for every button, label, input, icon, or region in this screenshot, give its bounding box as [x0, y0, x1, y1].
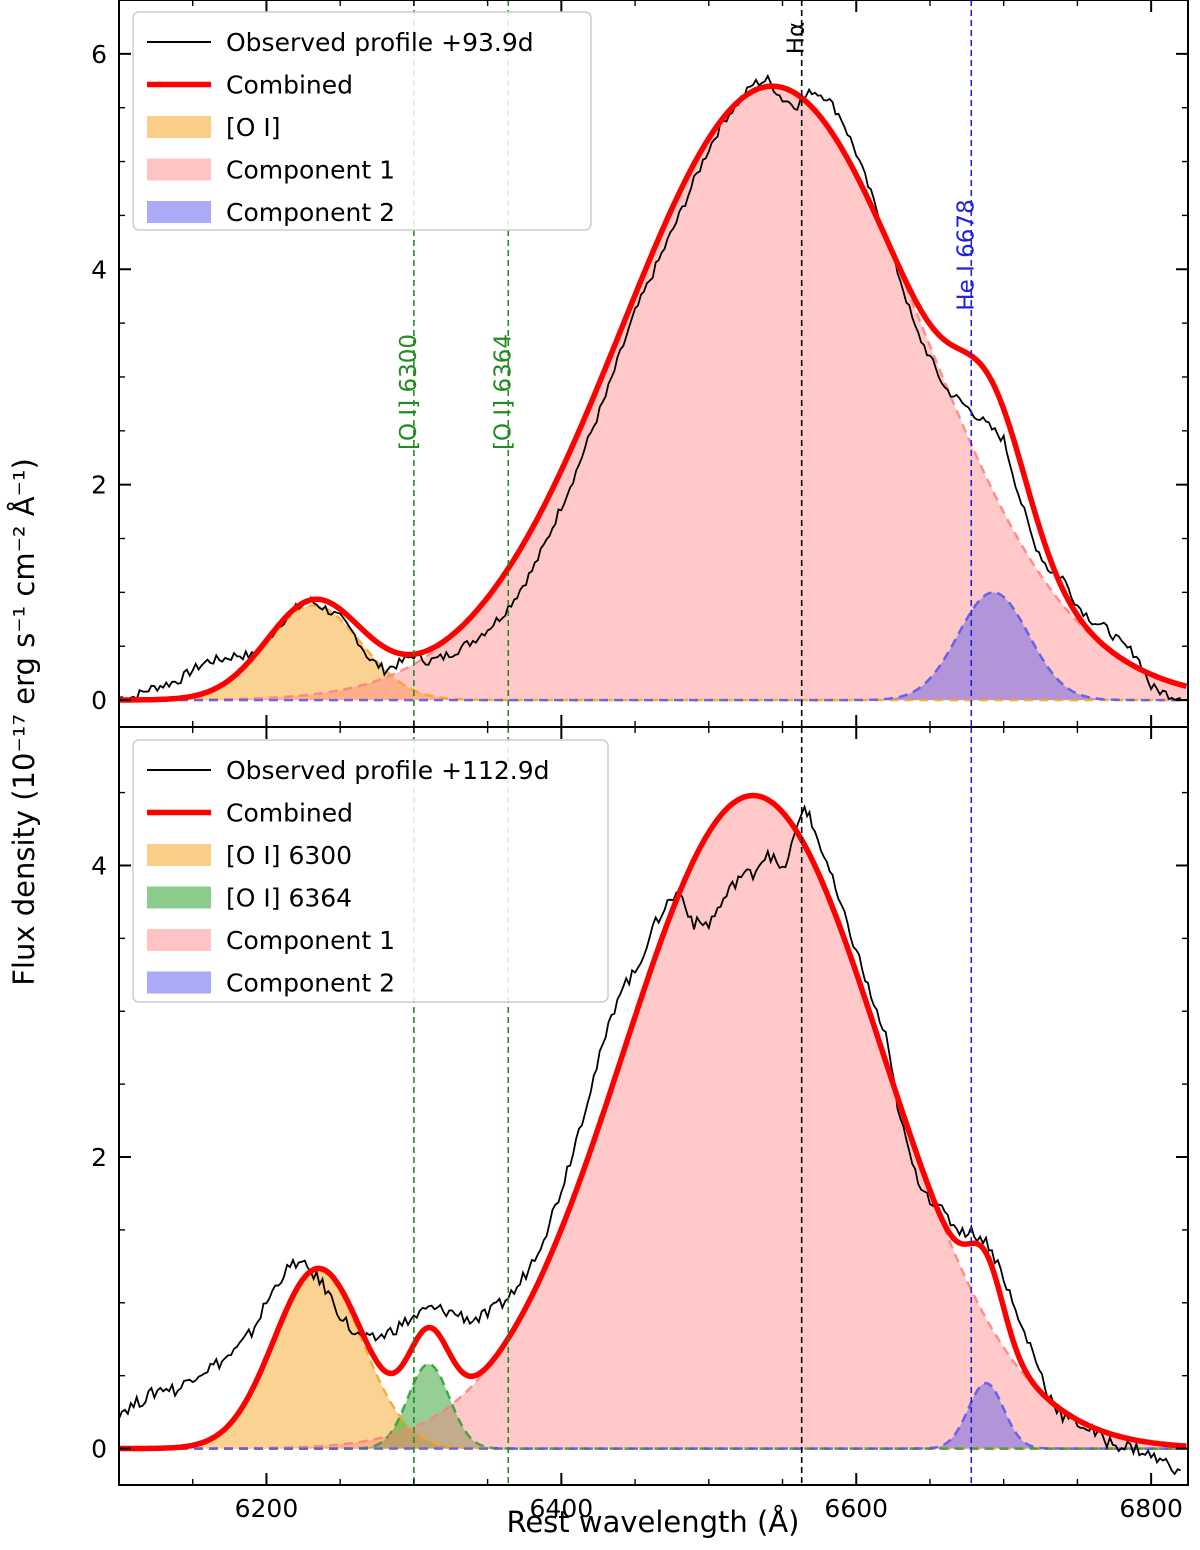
legend-swatch-oi — [147, 116, 211, 138]
legend-box — [132, 11, 592, 231]
component-fill-oi — [119, 605, 1187, 701]
panel-top-93.9d: [O I] 6300 [O I] 6364 Hα He I 6678 0 2 4 6 Obser… — [91, 0, 1189, 728]
observed-profile-line — [119, 804, 1181, 1476]
x-tick-label-6800: 6800 — [1119, 1494, 1183, 1523]
y-axis-label: Flux density (10⁻¹⁷ erg s⁻¹ cm⁻² Å⁻¹) — [7, 458, 41, 986]
x-tick-label-6600: 6600 — [824, 1494, 888, 1523]
legend-label: Observed profile +93.9d — [226, 28, 534, 57]
component-fill-comp1 — [119, 795, 1187, 1449]
axes-frame — [118, 726, 1189, 1486]
legend-swatch-oi6364 — [147, 886, 211, 909]
y-tick-label-4: 4 — [91, 255, 107, 284]
legend-swatch-comp1 — [147, 158, 211, 181]
data-layer — [119, 73, 1188, 703]
legend: Observed profile +112.9d Combined [O I] 63… — [132, 739, 609, 1003]
legend-label: Combined — [226, 799, 353, 828]
legend: Observed profile +93.9d Combined [O I] Comp… — [132, 11, 592, 231]
data-layer — [119, 792, 1187, 1476]
component-outline-comp2 — [119, 1381, 1187, 1450]
legend-label: [O I] 6364 — [226, 884, 352, 913]
legend-label: Component 2 — [226, 198, 395, 227]
legend-swatch-comp1 — [147, 929, 211, 951]
legend-label: Component 1 — [226, 156, 395, 185]
y-tick-label-0: 0 — [91, 686, 107, 715]
annotation-label-6300: [O I] 6300 — [396, 334, 422, 450]
x-axis-label: Rest wavelength (Å) — [506, 1505, 799, 1539]
component-fill-comp2 — [119, 592, 1187, 701]
y-tick-label-4: 4 — [91, 851, 107, 880]
legend-label: [O I] 6300 — [226, 841, 352, 870]
legend-swatch-comp2 — [147, 201, 211, 223]
panel-bottom-112.9d: 6200 6400 6600 6800 0 2 4 Observed profile +112… — [91, 726, 1189, 1523]
component-fill-comp2 — [119, 1383, 1187, 1449]
legend-label: Component 2 — [226, 969, 395, 998]
legend-label: Combined — [226, 71, 353, 100]
component-fill-oi — [119, 1270, 1187, 1449]
observed-profile-line — [119, 73, 1181, 703]
y-tick-label-2: 2 — [91, 1143, 107, 1172]
legend-label: [O I] — [226, 113, 281, 142]
x-tick-label-6400: 6400 — [530, 1494, 594, 1523]
annotation-label-6563: Hα — [784, 22, 810, 54]
legend-swatch-comp2 — [147, 971, 211, 994]
legend-swatch-oi — [147, 844, 211, 866]
component-outline-oi — [119, 1269, 1187, 1450]
x-tick-label-6200: 6200 — [235, 1494, 299, 1523]
annotation-label-6364: [O I] 6364 — [490, 334, 516, 450]
y-tick-label-0: 0 — [91, 1435, 107, 1464]
legend-label: Observed profile +112.9d — [226, 756, 550, 785]
y-tick-label-6: 6 — [91, 40, 107, 69]
component-outline-comp2 — [119, 591, 1187, 702]
annotation-label-6678: He I 6678 — [953, 199, 979, 310]
legend-label: Component 1 — [226, 926, 395, 955]
combined-fit-line — [119, 792, 1187, 1452]
y-tick-label-2: 2 — [91, 471, 107, 500]
component-fill-comp1 — [119, 86, 1187, 701]
legend-box — [132, 739, 609, 1003]
combined-fit-line — [119, 83, 1188, 703]
